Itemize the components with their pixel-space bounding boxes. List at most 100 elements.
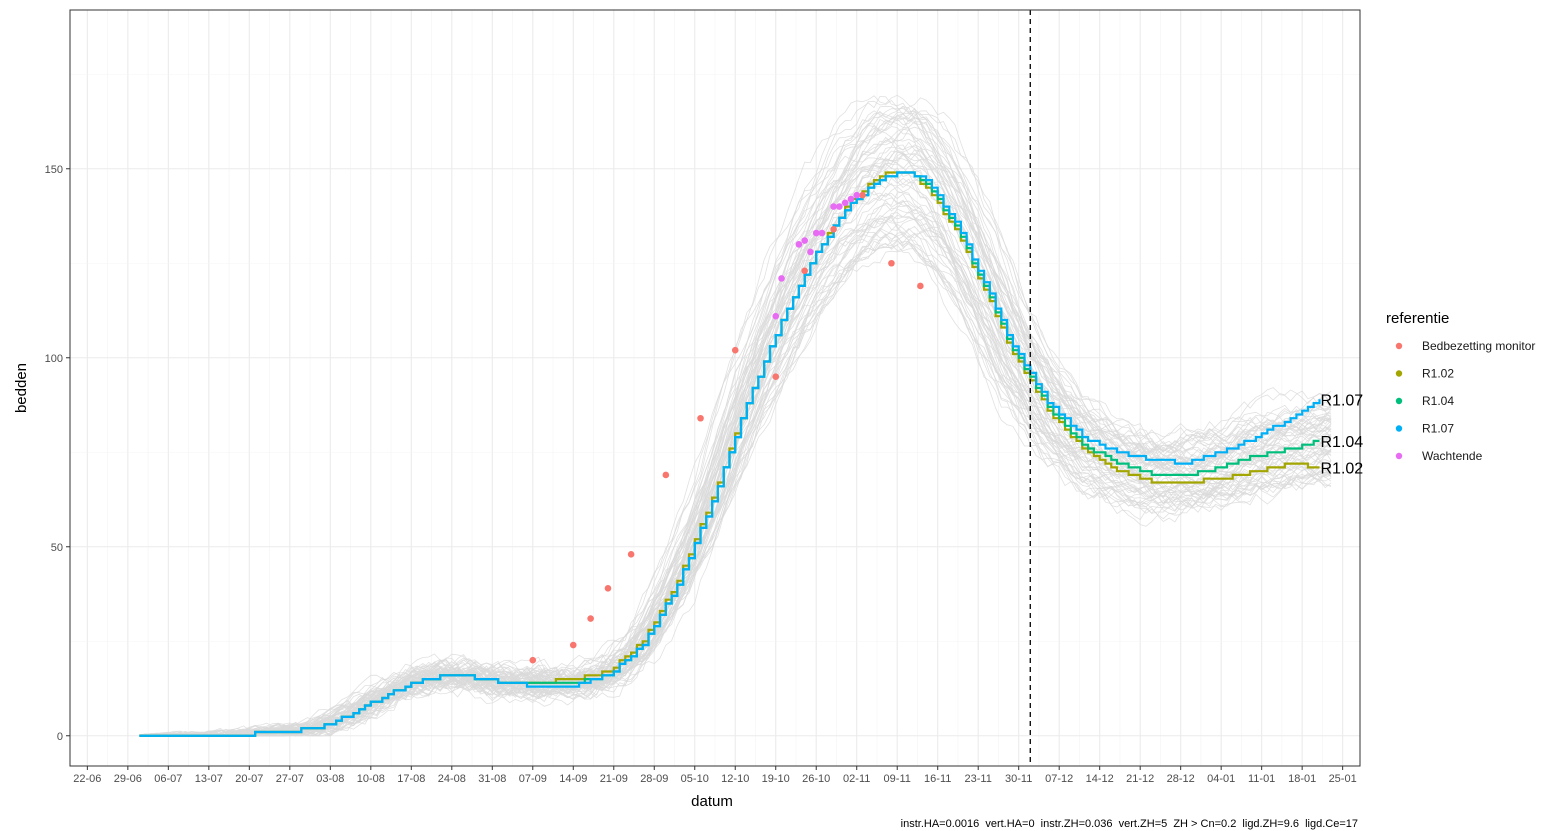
x-axis-title: datum bbox=[691, 793, 733, 810]
ensemble-line bbox=[139, 225, 1332, 737]
point-bedbezetting-monitor bbox=[801, 267, 808, 275]
ensemble-line bbox=[139, 158, 1332, 737]
point-bedbezetting-monitor bbox=[627, 551, 635, 558]
point-bedbezetting-monitor bbox=[888, 259, 895, 267]
x-tick-label: 14-12 bbox=[1086, 773, 1114, 785]
panel-border bbox=[69, 9, 1361, 767]
x-tick-label: 17-08 bbox=[397, 773, 425, 785]
point-wachtende bbox=[795, 241, 803, 248]
x-tick-label: 02-11 bbox=[843, 773, 870, 785]
point-wachtende bbox=[853, 191, 861, 199]
x-tick-label: 13-07 bbox=[195, 773, 223, 785]
x-tick-label: 11-01 bbox=[1248, 773, 1275, 785]
x-tick-label: 10-08 bbox=[357, 773, 385, 785]
end-label-r107: R1.07 bbox=[1321, 392, 1364, 409]
x-axis: 22-06 29-06 06-07 13-07 20-07 27-07 03-08 10-08… bbox=[73, 766, 1357, 785]
series-lines bbox=[139, 171, 1321, 737]
legend-label: R1.07 bbox=[1422, 422, 1454, 436]
ensemble-line bbox=[139, 105, 1332, 737]
point-bedbezetting-monitor bbox=[569, 641, 577, 649]
x-tick-label: 30-11 bbox=[1005, 773, 1032, 785]
legend-key bbox=[1395, 342, 1403, 350]
x-tick-label: 05-10 bbox=[681, 773, 709, 785]
y-tick-label: 150 bbox=[45, 164, 63, 176]
point-wachtende bbox=[812, 229, 820, 237]
y-tick-label: 100 bbox=[45, 353, 63, 365]
end-label-r102: R1.02 bbox=[1321, 460, 1364, 477]
x-tick-label: 16-11 bbox=[924, 773, 951, 785]
x-tick-label: 14-09 bbox=[559, 773, 587, 785]
point-wachtende bbox=[818, 229, 826, 237]
ensemble-line bbox=[139, 186, 1332, 737]
x-tick-label: 21-09 bbox=[600, 773, 628, 785]
x-tick-label: 07-12 bbox=[1045, 773, 1073, 785]
point-bedbezetting-monitor bbox=[662, 471, 670, 479]
point-wachtende bbox=[772, 312, 780, 320]
x-tick-label: 03-08 bbox=[316, 773, 344, 785]
ensemble-line bbox=[139, 223, 1332, 737]
point-bedbezetting-monitor bbox=[604, 585, 612, 592]
y-axis: 0 50 100 150 bbox=[45, 164, 70, 743]
point-wachtende bbox=[830, 203, 837, 210]
legend-key bbox=[1395, 452, 1403, 460]
legend-key bbox=[1395, 370, 1403, 377]
point-bedbezetting-monitor bbox=[917, 282, 924, 290]
x-tick-label: 28-09 bbox=[640, 773, 668, 785]
x-tick-label: 26-10 bbox=[802, 773, 830, 785]
grid bbox=[70, 10, 1360, 766]
x-tick-label: 24-08 bbox=[438, 773, 466, 785]
caption: instr.HA=0.0016 vert.HA=0 instr.ZH=0.036… bbox=[901, 818, 1358, 830]
x-tick-label: 23-11 bbox=[965, 773, 992, 785]
x-tick-label: 28-12 bbox=[1167, 773, 1195, 785]
legend-label: R1.02 bbox=[1422, 367, 1454, 381]
x-tick-label: 27-07 bbox=[276, 773, 304, 785]
point-bedbezetting-monitor bbox=[697, 414, 704, 422]
point-bedbezetting-monitor bbox=[731, 346, 739, 354]
ensemble-line bbox=[139, 154, 1332, 737]
x-tick-label: 07-09 bbox=[519, 773, 547, 785]
legend-label: Wachtende bbox=[1422, 449, 1483, 463]
point-bedbezetting-monitor bbox=[529, 656, 537, 664]
y-tick-label: 50 bbox=[51, 542, 63, 554]
ensemble-line bbox=[139, 163, 1332, 737]
point-wachtende bbox=[778, 275, 785, 282]
ensemble-line bbox=[139, 214, 1332, 737]
point-wachtende bbox=[807, 248, 814, 256]
x-tick-label: 25-01 bbox=[1329, 773, 1357, 785]
ensemble-line bbox=[139, 227, 1332, 737]
ensemble-line bbox=[139, 144, 1332, 737]
point-wachtende bbox=[847, 195, 855, 203]
ensemble-line bbox=[139, 112, 1332, 737]
legend-label: Bedbezetting monitor bbox=[1422, 339, 1535, 353]
ensemble-line bbox=[139, 152, 1332, 737]
point-wachtende bbox=[836, 203, 843, 210]
x-tick-label: 06-07 bbox=[154, 773, 182, 785]
legend: referentie Bedbezetting monitor R1.02 R1.0… bbox=[1386, 310, 1535, 463]
series-line-r107 bbox=[139, 171, 1321, 737]
ensemble-line bbox=[139, 208, 1332, 737]
legend-title: referentie bbox=[1386, 310, 1449, 327]
x-tick-label: 31-08 bbox=[478, 773, 506, 785]
y-tick-label: 0 bbox=[57, 731, 63, 743]
x-tick-label: 04-01 bbox=[1207, 773, 1235, 785]
x-tick-label: 22-06 bbox=[73, 773, 101, 785]
y-axis-title: bedden bbox=[13, 363, 30, 413]
point-bedbezetting-monitor bbox=[587, 615, 594, 622]
x-tick-label: 29-06 bbox=[114, 773, 142, 785]
legend-label: R1.04 bbox=[1422, 394, 1454, 408]
x-tick-label: 19-10 bbox=[762, 773, 790, 785]
data-points bbox=[529, 191, 924, 664]
legend-key bbox=[1395, 425, 1403, 432]
x-tick-label: 18-01 bbox=[1288, 773, 1316, 785]
point-bedbezetting-monitor bbox=[859, 191, 866, 199]
legend-key bbox=[1395, 397, 1403, 405]
point-bedbezetting-monitor bbox=[830, 225, 837, 233]
point-bedbezetting-monitor bbox=[772, 373, 780, 380]
x-tick-label: 09-11 bbox=[884, 773, 911, 785]
x-tick-label: 12-10 bbox=[721, 773, 749, 785]
end-label-r104: R1.04 bbox=[1321, 434, 1364, 451]
x-tick-label: 20-07 bbox=[235, 773, 263, 785]
point-wachtende bbox=[841, 199, 849, 207]
point-wachtende bbox=[801, 237, 808, 244]
